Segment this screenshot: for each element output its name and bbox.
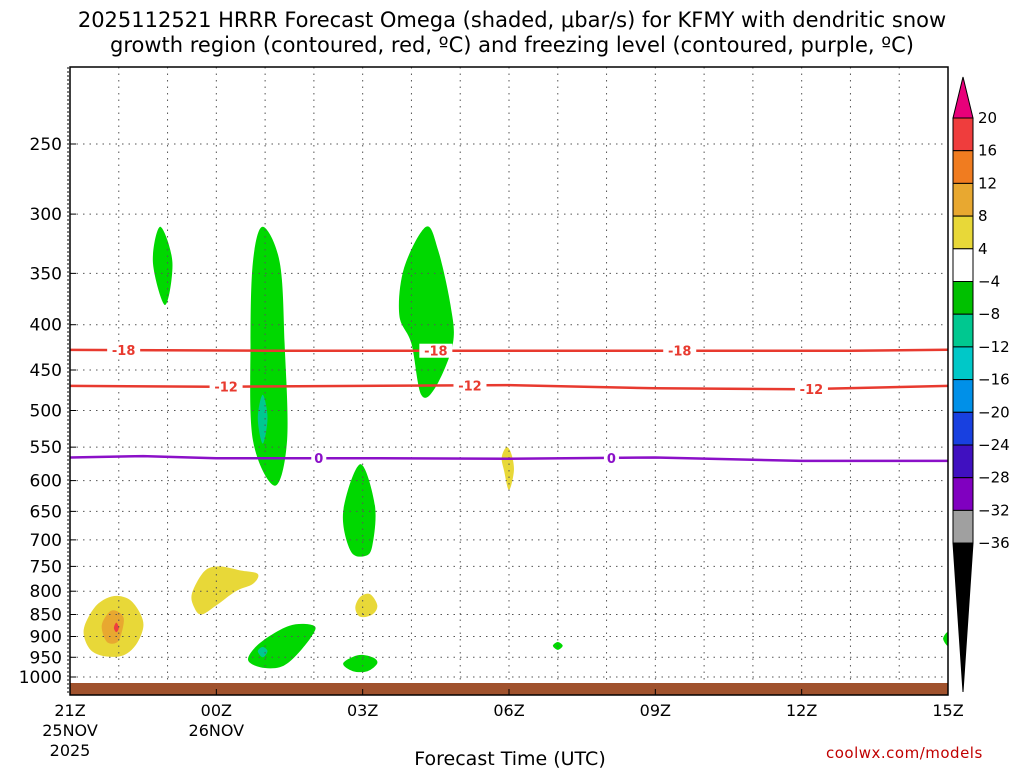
omega-area-15 [501,447,514,491]
omega-area-1 [250,226,288,486]
colorbar-label-4: 4 [978,240,988,258]
x-axis-label: Forecast Time (UTC) [414,748,605,768]
y-tick-label-650: 650 [30,502,62,522]
y-tick-label-900: 900 [30,627,62,647]
x-tick-label-06Z: 06Z [493,701,524,720]
y-tick-label-300: 300 [30,205,62,225]
x-tick-sublabel-00Z-0: 26NOV [189,721,245,740]
colorbar-cell-10 [952,411,974,446]
x-tick-label-12Z: 12Z [786,701,817,720]
colorbar-label-9: −20 [978,403,1010,421]
omega-area-11 [101,610,124,644]
colorbar-label-3: 8 [978,207,988,225]
x-tick-sublabel-21Z-0: 25NOV [42,721,98,740]
colorbar-label-11: −28 [978,469,1010,487]
colorbar-cell-6 [952,281,974,315]
omega-area-3 [248,623,316,669]
y-tick-label-600: 600 [30,472,62,492]
credit-text[interactable]: coolwx.com/models [826,744,983,762]
contour--18 [69,348,949,352]
contour-label-bg-2-0 [311,451,327,466]
contour-label-bg-1-1 [453,378,487,393]
colorbar-label-8: −16 [978,371,1010,389]
grid-lines [70,67,948,695]
colorbar-label-13: −36 [978,534,1010,552]
colorbar-label-10: −24 [978,436,1010,454]
y-tick-label-850: 850 [30,606,62,626]
y-tick-label-400: 400 [30,316,62,336]
colorbar-label-1: 16 [978,142,997,160]
y-tick-label-1000: 1000 [19,668,62,688]
contour-label-2-0: 0 [314,452,323,467]
colorbar-top-arrow [952,76,974,119]
omega-shading [83,226,949,673]
contour-label-2-1: 0 [607,452,616,467]
chart-title-line-1: 2025112521 HRRR Forecast Omega (shaded, … [77,8,947,32]
colorbar-label-12: −32 [978,501,1010,519]
colorbar-label-5: −4 [978,273,1000,291]
y-tick-label-750: 750 [30,557,62,577]
omega-area-6 [343,654,378,673]
omega-area-5 [342,464,376,557]
omega-area-4 [257,647,268,658]
contour-label-bg-0-1 [419,343,453,358]
x-tick-sublabel-21Z-1: 2025 [50,741,91,760]
colorbar-cell-4 [952,215,974,250]
omega-area-14 [355,593,378,618]
colorbar-bottom-arrow [952,542,974,693]
y-tick-label-550: 550 [30,438,62,458]
x-tick-label-21Z: 21Z [54,701,85,720]
contour-label-1-0: -12 [214,381,238,396]
contour-label-0-0: -18 [112,344,136,359]
contour-label-0-1: -18 [424,345,448,360]
x-tick-label-03Z: 03Z [347,701,378,720]
colorbar-label-7: −12 [978,338,1010,356]
contour-label-bg-0-0 [107,343,141,358]
colorbar-cell-5 [952,248,974,283]
colorbar-cell-12 [952,477,974,511]
colorbar-cell-1 [952,117,974,152]
chart-title-line-2: growth region (contoured, red, ºC) and f… [110,33,914,57]
contour-lines: -18 -18 -18 -12 -12 -12 0 0 [69,343,949,467]
contour-label-0-2: -18 [668,345,692,360]
contour-label-bg-0-2 [663,343,697,358]
contour-label-bg-1-0 [209,379,243,394]
contour-label-bg-1-2 [794,381,828,396]
colorbar-cell-11 [952,444,974,479]
omega-area-13 [191,566,259,615]
colorbar-label-0: 20 [978,109,997,127]
omega-area-9 [943,632,949,646]
y-tick-label-250: 250 [30,135,62,155]
omega-area-7 [398,226,454,398]
y-tick-label-500: 500 [30,402,62,422]
contour-label-bg-2-1 [603,450,619,465]
colorbar: 20 16 12 8 4 −4 −8 −12 −16 −20 −24 −28 −32 −36 [952,76,1010,693]
colorbar-cell-9 [952,379,974,413]
y-tick-label-450: 450 [30,361,62,381]
x-tick-label-15Z: 15Z [932,701,963,720]
contour-label-1-2: -12 [800,383,824,398]
colorbar-cell-3 [952,182,974,217]
omega-area-12 [113,622,119,633]
colorbar-cell-8 [952,346,974,381]
y-tick-label-350: 350 [30,264,62,284]
x-tick-label-00Z: 00Z [201,701,232,720]
colorbar-cell-7 [952,313,974,348]
colorbar-label-6: −8 [978,305,1000,323]
y-tick-label-700: 700 [30,531,62,551]
colorbar-cell-13 [952,509,974,544]
contour-0 [69,454,948,463]
contour-label-1-1: -12 [458,379,482,394]
x-tick-label-09Z: 09Z [640,701,671,720]
y-tick-label-950: 950 [30,648,62,668]
axes: 2503003504004505005506006507007508008509… [19,67,964,768]
colorbar-cell-2 [952,150,974,184]
y-tick-label-800: 800 [30,582,62,602]
colorbar-label-2: 12 [978,174,997,192]
omega-area-0 [152,226,173,305]
